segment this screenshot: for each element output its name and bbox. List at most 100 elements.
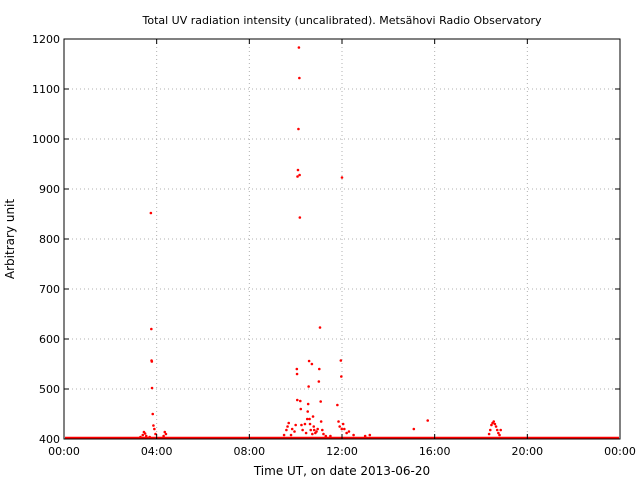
- data-points: [65, 46, 619, 440]
- y-tick-label: 1000: [32, 133, 60, 146]
- y-tick-label: 600: [39, 333, 60, 346]
- data-point: [298, 76, 301, 80]
- data-point: [151, 412, 155, 416]
- data-point: [317, 380, 321, 383]
- data-point: [338, 425, 341, 428]
- x-tick-label: 04:00: [141, 445, 173, 458]
- y-tick-label: 900: [39, 183, 60, 196]
- data-point: [296, 175, 299, 178]
- data-point: [341, 422, 345, 426]
- data-point: [498, 433, 501, 437]
- data-point: [368, 433, 372, 437]
- data-point: [490, 423, 493, 427]
- data-point: [144, 434, 148, 438]
- data-point: [343, 427, 346, 431]
- data-point: [164, 432, 168, 436]
- x-tick-label: 12:00: [326, 445, 358, 458]
- data-point: [316, 427, 319, 431]
- data-point: [301, 428, 304, 432]
- data-point: [497, 431, 500, 435]
- data-point: [306, 402, 310, 406]
- data-point: [148, 435, 152, 439]
- chart-title: Total UV radiation intensity (uncalibrat…: [142, 14, 542, 27]
- data-point: [285, 428, 288, 432]
- data-point: [321, 428, 324, 432]
- data-point: [308, 422, 312, 426]
- data-point: [345, 431, 348, 435]
- axis-ticks: [63, 38, 621, 440]
- data-point: [287, 421, 291, 425]
- data-point: [299, 407, 303, 411]
- x-tick-label: 08:00: [233, 445, 265, 458]
- data-point: [340, 375, 343, 378]
- data-point: [290, 427, 294, 431]
- data-point: [340, 176, 344, 179]
- data-point: [304, 431, 308, 435]
- data-point: [163, 430, 167, 434]
- data-point: [347, 430, 351, 433]
- y-tick-label: 400: [39, 433, 60, 446]
- data-point: [322, 432, 325, 436]
- data-point: [298, 216, 302, 219]
- data-point: [143, 432, 147, 435]
- data-point: [294, 423, 297, 427]
- data-point: [307, 359, 311, 363]
- data-point: [336, 403, 339, 407]
- data-point: [293, 430, 296, 433]
- data-point: [488, 428, 492, 432]
- data-point: [141, 433, 145, 437]
- data-point: [153, 427, 156, 431]
- data-point: [426, 419, 430, 422]
- y-tick-label: 800: [39, 233, 60, 246]
- data-point: [492, 420, 496, 423]
- data-point: [307, 385, 310, 388]
- x-tick-label: 00:00: [604, 445, 636, 458]
- data-point: [150, 327, 153, 331]
- y-tick-label: 1200: [32, 33, 60, 46]
- data-point: [412, 427, 416, 431]
- data-point: [315, 430, 318, 433]
- data-point: [499, 428, 502, 432]
- data-point: [311, 415, 315, 418]
- gridlines: [64, 39, 620, 439]
- x-axis-label: Time UT, on date 2013-06-20: [253, 464, 430, 478]
- data-point: [295, 398, 299, 402]
- x-tick-label: 16:00: [419, 445, 451, 458]
- data-point: [309, 428, 313, 432]
- data-point: [317, 367, 321, 371]
- data-point: [289, 433, 293, 437]
- data-point: [300, 423, 303, 427]
- data-point: [310, 362, 314, 366]
- data-point: [286, 425, 289, 428]
- y-tick-label: 1100: [32, 83, 60, 96]
- data-point: [152, 424, 155, 427]
- x-tick-label: 00:00: [48, 445, 80, 458]
- x-tick-label: 20:00: [511, 445, 543, 458]
- data-point: [299, 399, 302, 403]
- data-point: [324, 434, 328, 438]
- data-point: [308, 417, 311, 421]
- data-point: [296, 168, 300, 172]
- y-tick-label: 500: [39, 383, 60, 396]
- data-point: [162, 434, 165, 438]
- data-point: [340, 427, 344, 431]
- data-point: [337, 420, 340, 423]
- y-tick-label: 700: [39, 283, 60, 296]
- data-point: [150, 360, 154, 363]
- data-point: [363, 434, 367, 438]
- data-point: [312, 428, 316, 432]
- data-point: [149, 211, 153, 215]
- data-point: [305, 417, 309, 421]
- data-point: [303, 422, 307, 426]
- data-point: [306, 410, 310, 413]
- data-point: [297, 127, 300, 131]
- data-point: [329, 434, 332, 438]
- data-point: [318, 326, 322, 329]
- data-point: [339, 359, 343, 362]
- data-point: [150, 386, 154, 390]
- data-point: [282, 433, 286, 437]
- data-point: [495, 428, 499, 432]
- data-point: [312, 425, 316, 428]
- data-point: [319, 400, 322, 403]
